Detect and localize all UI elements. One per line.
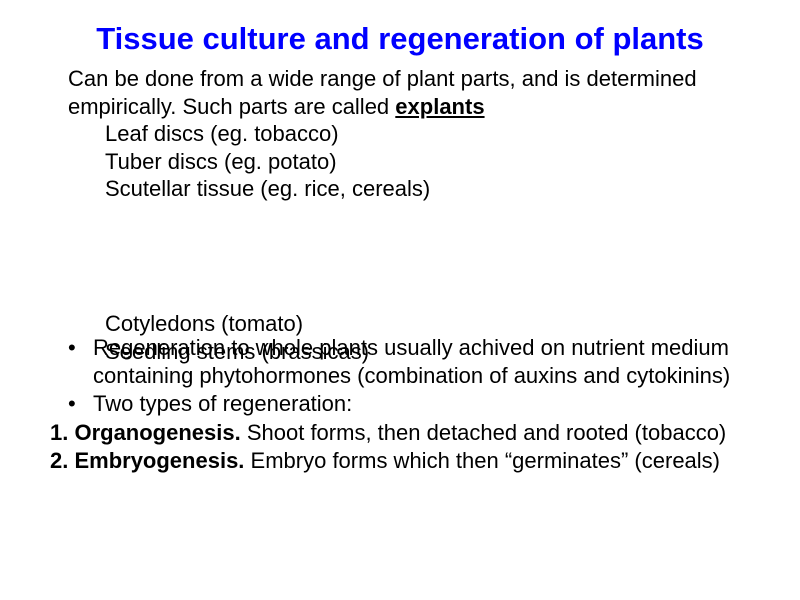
intro-paragraph: Can be done from a wide range of plant p… xyxy=(68,65,720,120)
bullet-two-types: Two types of regeneration: xyxy=(68,390,750,418)
numbered-rest: Embryo forms which then “germinates” (ce… xyxy=(251,448,720,473)
bullet-regeneration: Regeneration to whole plants usually ach… xyxy=(68,334,750,389)
numbered-label: 2. Embryogenesis. xyxy=(50,448,251,473)
explants-term: explants xyxy=(395,94,484,119)
lower-content: Regeneration to whole plants usually ach… xyxy=(50,334,750,476)
numbered-organogenesis: 1. Organogenesis. Shoot forms, then deta… xyxy=(50,419,750,447)
bullet-text: Regeneration to whole plants usually ach… xyxy=(93,335,730,388)
numbered-rest: Shoot forms, then detached and rooted (t… xyxy=(247,420,726,445)
bullet-list: Regeneration to whole plants usually ach… xyxy=(68,334,750,418)
explant-item: Scutellar tissue (eg. rice, cereals) xyxy=(105,175,750,203)
bullet-text: Two types of regeneration: xyxy=(93,391,352,416)
intro-text: Can be done from a wide range of plant p… xyxy=(68,66,697,119)
numbered-label: 1. Organogenesis. xyxy=(50,420,247,445)
explant-item: Leaf discs (eg. tobacco) xyxy=(105,120,750,148)
explant-list: Leaf discs (eg. tobacco) Tuber discs (eg… xyxy=(105,120,750,203)
explant-item: Tuber discs (eg. potato) xyxy=(105,148,750,176)
slide: Tissue culture and regeneration of plant… xyxy=(0,0,800,600)
slide-title: Tissue culture and regeneration of plant… xyxy=(50,20,750,57)
numbered-embryogenesis: 2. Embryogenesis. Embryo forms which the… xyxy=(50,447,750,475)
